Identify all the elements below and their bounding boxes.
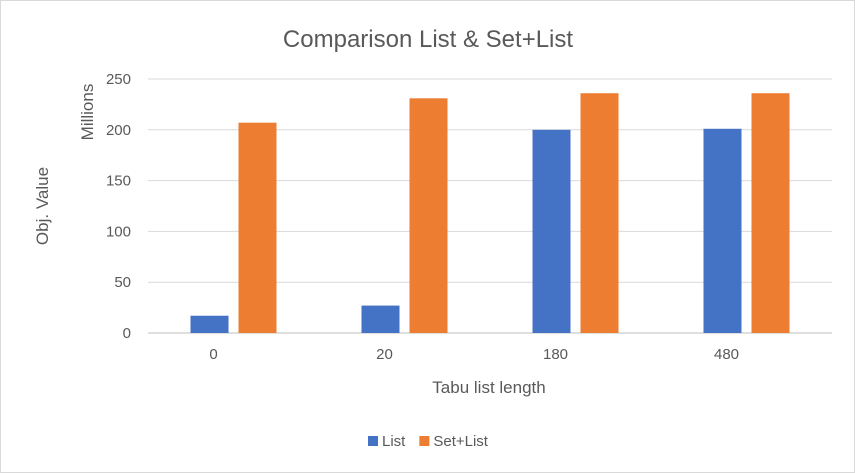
x-tick-label: 180 xyxy=(543,346,568,363)
y-tick-label: 0 xyxy=(123,325,131,342)
bar-set-list-180 xyxy=(580,93,619,333)
y-tick-labels: 0 50 100 150 200 250 xyxy=(106,71,131,342)
y-tick-label: 100 xyxy=(106,223,131,240)
y-axis-label: Obj. Value xyxy=(33,167,52,245)
legend: List Set+List xyxy=(368,433,489,450)
bar-list-180 xyxy=(532,129,571,333)
chart-title: Comparison List & Set+List xyxy=(283,26,573,53)
legend-label: Set+List xyxy=(433,433,488,450)
x-tick-label: 480 xyxy=(714,346,739,363)
x-axis-label: Tabu list length xyxy=(432,378,545,397)
y-tick-label: 50 xyxy=(114,274,131,291)
y-tick-label: 200 xyxy=(106,122,131,139)
bar-list-480 xyxy=(703,128,742,333)
legend-label: List xyxy=(382,433,406,450)
bar-list-20 xyxy=(361,305,400,333)
y-tick-label: 250 xyxy=(106,71,131,88)
bar-set-list-0 xyxy=(238,122,277,333)
bar-set-list-480 xyxy=(751,93,790,333)
bar-set-list-20 xyxy=(409,98,448,333)
y-tick-label: 150 xyxy=(106,173,131,190)
legend-swatch xyxy=(368,436,378,446)
bars xyxy=(190,93,790,333)
bar-list-0 xyxy=(190,315,229,333)
x-tick-label: 20 xyxy=(376,346,393,363)
x-tick-labels: 0 20 180 480 xyxy=(209,346,739,363)
x-tick-label: 0 xyxy=(209,346,217,363)
y-axis-unit: Millions xyxy=(78,84,97,141)
legend-swatch xyxy=(419,436,430,446)
